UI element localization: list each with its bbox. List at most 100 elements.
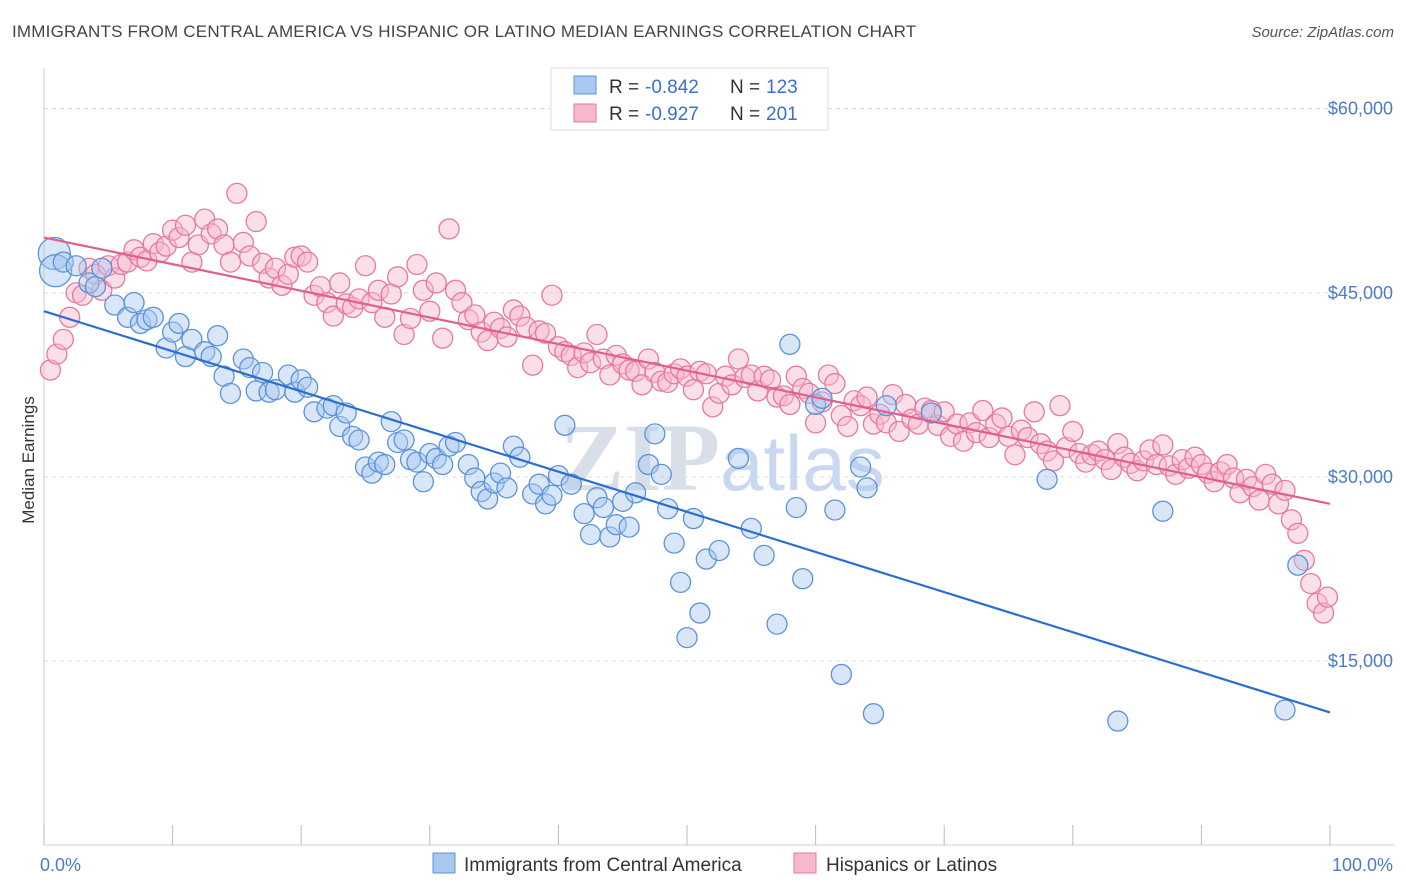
data-point xyxy=(38,254,73,288)
data-point xyxy=(296,251,319,273)
data-point xyxy=(341,425,364,447)
data-point xyxy=(727,348,750,370)
data-point xyxy=(502,299,525,321)
watermark-zip: ZIP xyxy=(560,404,720,511)
legend-n-pink: 201 xyxy=(766,104,798,125)
data-point xyxy=(779,333,801,355)
data-point xyxy=(367,279,390,301)
data-point xyxy=(438,435,460,457)
series-legend: Immigrants from Central America Hispanic… xyxy=(432,852,997,876)
data-point xyxy=(1190,453,1213,476)
data-point xyxy=(181,328,203,351)
data-point xyxy=(1274,479,1296,501)
y-tick-labels: $15,000 $30,000 $45,000 $60,000 xyxy=(1328,99,1393,671)
data-point xyxy=(695,548,717,570)
data-point xyxy=(650,370,672,392)
data-point xyxy=(856,477,878,499)
data-point xyxy=(374,453,396,476)
y-tick-label: $45,000 xyxy=(1328,283,1393,303)
data-point xyxy=(766,386,788,408)
data-point xyxy=(1152,500,1174,522)
data-point xyxy=(303,401,325,423)
data-point xyxy=(972,399,994,422)
data-point xyxy=(991,407,1013,429)
data-point xyxy=(657,371,679,393)
data-point xyxy=(354,255,377,277)
data-point xyxy=(534,322,557,344)
data-point xyxy=(232,348,254,370)
data-point xyxy=(669,571,692,594)
data-point xyxy=(727,447,750,470)
data-point xyxy=(39,359,62,381)
data-point xyxy=(618,359,640,381)
data-point xyxy=(496,326,518,348)
data-point xyxy=(496,477,518,499)
y-tick-label: $15,000 xyxy=(1328,651,1393,671)
axes xyxy=(43,68,1395,846)
data-point xyxy=(432,453,454,476)
data-point xyxy=(226,182,248,205)
data-point xyxy=(78,272,100,294)
legend-box xyxy=(550,67,829,131)
x-tick-label-start: 0.0% xyxy=(40,855,81,875)
data-point xyxy=(605,514,627,536)
data-point xyxy=(554,414,576,436)
data-point xyxy=(586,323,608,346)
data-point xyxy=(1216,453,1238,476)
trend-lines xyxy=(43,236,1331,714)
data-point xyxy=(37,236,71,271)
data-point xyxy=(1107,433,1129,455)
data-point xyxy=(206,325,229,347)
bottom-legend-pink-label: Hispanics or Latinos xyxy=(826,855,997,876)
x-tick-label-end: 100.0% xyxy=(1332,855,1393,875)
data-point xyxy=(740,517,762,540)
data-point xyxy=(52,251,74,273)
data-point xyxy=(1280,509,1303,531)
data-point xyxy=(856,386,878,408)
data-point xyxy=(779,393,801,416)
data-point xyxy=(702,396,724,418)
data-point xyxy=(393,429,415,451)
data-point xyxy=(830,663,852,686)
data-point xyxy=(52,328,74,351)
data-point xyxy=(1062,420,1084,443)
legend-r-blue: -0.842 xyxy=(645,77,699,98)
data-point xyxy=(920,402,942,424)
data-point xyxy=(432,327,454,349)
data-point xyxy=(1248,489,1270,511)
data-point xyxy=(663,532,685,554)
data-point xyxy=(579,352,602,374)
bottom-legend-swatch-pink xyxy=(793,852,817,874)
correlation-legend: R = -0.842 N = 123 R = -0.927 N = 201 xyxy=(550,67,829,131)
data-point xyxy=(65,255,87,277)
data-point xyxy=(322,305,345,327)
data-point xyxy=(502,435,525,457)
data-point xyxy=(766,613,788,635)
data-point xyxy=(123,291,145,314)
y-axis-label: Median Earnings xyxy=(19,396,38,524)
data-point xyxy=(1261,473,1283,495)
data-point xyxy=(830,404,852,427)
data-point xyxy=(804,412,827,434)
data-point xyxy=(1049,395,1071,417)
zipatlas-watermark: ZIP atlas xyxy=(560,404,885,511)
legend-n-blue: 123 xyxy=(766,77,798,98)
data-point xyxy=(837,415,859,438)
chart-title: IMMIGRANTS FROM CENTRAL AMERICA VS HISPA… xyxy=(12,22,917,41)
trend-line-pink xyxy=(43,236,1331,505)
data-point xyxy=(560,473,582,495)
data-point xyxy=(534,493,557,515)
y-tick-label: $30,000 xyxy=(1328,467,1393,487)
data-point xyxy=(599,526,621,548)
data-point xyxy=(91,257,113,279)
data-point xyxy=(1229,482,1251,504)
data-point xyxy=(644,423,666,445)
bottom-legend-swatch-blue xyxy=(432,852,456,874)
data-point xyxy=(682,379,705,401)
trend-line-blue xyxy=(43,310,1331,714)
data-point xyxy=(682,507,705,530)
series-hispanics-or-latinos xyxy=(39,182,1339,624)
data-point xyxy=(522,354,544,376)
data-point xyxy=(650,463,672,486)
